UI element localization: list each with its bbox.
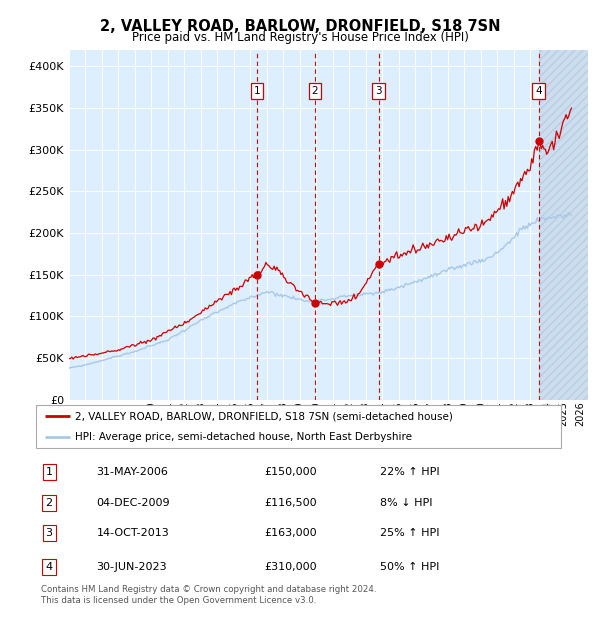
Text: £310,000: £310,000 xyxy=(265,562,317,572)
Text: 2, VALLEY ROAD, BARLOW, DRONFIELD, S18 7SN: 2, VALLEY ROAD, BARLOW, DRONFIELD, S18 7… xyxy=(100,19,500,33)
Text: 25% ↑ HPI: 25% ↑ HPI xyxy=(380,528,439,538)
Bar xyxy=(539,50,588,400)
Text: 4: 4 xyxy=(46,562,53,572)
Text: 4: 4 xyxy=(535,86,542,96)
Text: 22% ↑ HPI: 22% ↑ HPI xyxy=(380,467,439,477)
Text: 2: 2 xyxy=(311,86,318,96)
Text: 04-DEC-2009: 04-DEC-2009 xyxy=(97,498,170,508)
Text: Contains HM Land Registry data © Crown copyright and database right 2024.
This d: Contains HM Land Registry data © Crown c… xyxy=(41,585,376,606)
Text: 1: 1 xyxy=(254,86,260,96)
FancyBboxPatch shape xyxy=(36,405,561,448)
Text: 8% ↓ HPI: 8% ↓ HPI xyxy=(380,498,433,508)
Text: £163,000: £163,000 xyxy=(265,528,317,538)
Text: 1: 1 xyxy=(46,467,53,477)
Text: 3: 3 xyxy=(375,86,382,96)
Text: 14-OCT-2013: 14-OCT-2013 xyxy=(97,528,169,538)
Text: 3: 3 xyxy=(46,528,53,538)
Text: 2, VALLEY ROAD, BARLOW, DRONFIELD, S18 7SN (semi-detached house): 2, VALLEY ROAD, BARLOW, DRONFIELD, S18 7… xyxy=(76,411,453,421)
Text: Price paid vs. HM Land Registry's House Price Index (HPI): Price paid vs. HM Land Registry's House … xyxy=(131,31,469,44)
Text: HPI: Average price, semi-detached house, North East Derbyshire: HPI: Average price, semi-detached house,… xyxy=(76,432,412,442)
Text: £150,000: £150,000 xyxy=(265,467,317,477)
Text: 30-JUN-2023: 30-JUN-2023 xyxy=(97,562,167,572)
Text: 2: 2 xyxy=(46,498,53,508)
Text: 31-MAY-2006: 31-MAY-2006 xyxy=(97,467,168,477)
Text: £116,500: £116,500 xyxy=(265,498,317,508)
Text: 50% ↑ HPI: 50% ↑ HPI xyxy=(380,562,439,572)
